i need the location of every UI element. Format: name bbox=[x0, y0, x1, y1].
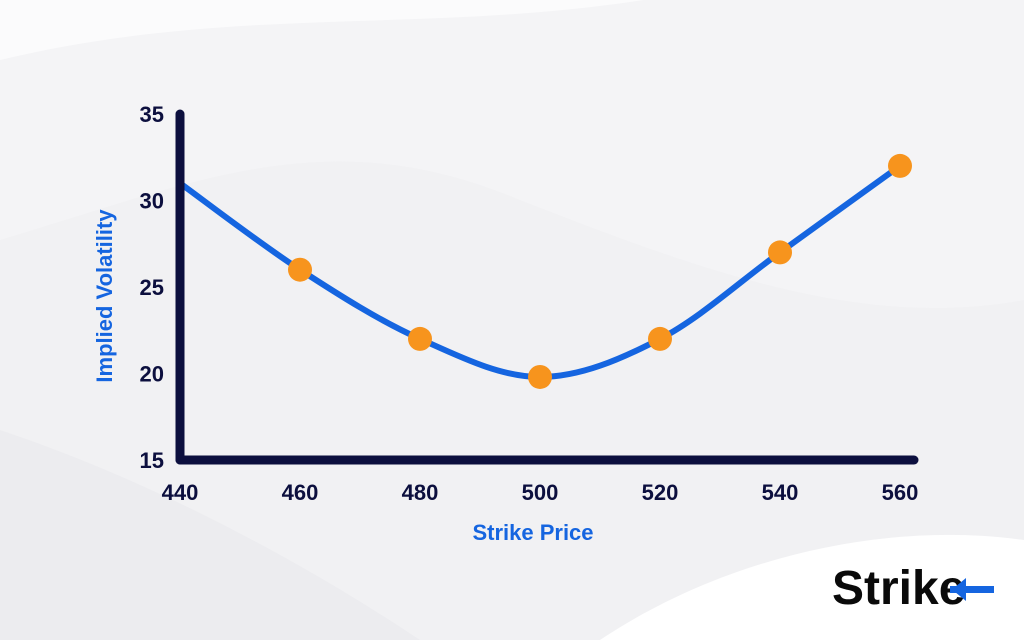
y-tick-label: 35 bbox=[140, 102, 164, 127]
data-point bbox=[888, 153, 912, 178]
y-tick-label: 30 bbox=[140, 189, 164, 214]
x-tick-label: 560 bbox=[882, 480, 919, 505]
x-axis-title: Strike Price bbox=[472, 520, 593, 545]
y-axis-title: Implied Volatility bbox=[92, 209, 117, 383]
data-point bbox=[288, 257, 312, 282]
x-tick-label: 460 bbox=[282, 480, 319, 505]
x-tick-label: 500 bbox=[522, 480, 559, 505]
y-tick-label: 20 bbox=[140, 362, 164, 387]
logo-wordmark: Strike bbox=[832, 562, 965, 615]
x-tick-label: 520 bbox=[642, 480, 679, 505]
x-tick-label: 480 bbox=[402, 480, 439, 505]
arrow-left-icon bbox=[950, 578, 994, 601]
x-tick-label: 440 bbox=[162, 480, 199, 505]
y-tick-label: 15 bbox=[140, 448, 164, 473]
data-point bbox=[528, 364, 552, 389]
data-point bbox=[648, 326, 672, 351]
data-point bbox=[768, 240, 792, 265]
strike-logo: Strike bbox=[832, 562, 994, 615]
data-point bbox=[408, 326, 432, 351]
x-tick-label: 540 bbox=[762, 480, 799, 505]
y-tick-label: 25 bbox=[140, 275, 164, 300]
series-line bbox=[177, 162, 903, 380]
